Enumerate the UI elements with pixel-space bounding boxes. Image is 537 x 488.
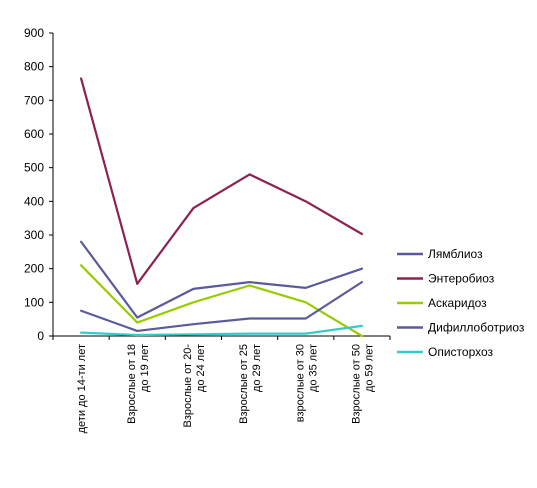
legend: Лямблиоз Энтеробиоз Аскаридоз Дифиллоботрио… bbox=[397, 247, 525, 359]
y-tick-label: 600 bbox=[24, 127, 44, 141]
x-tick-label: дети до 14-ти лет bbox=[76, 344, 88, 433]
y-tick-label: 400 bbox=[24, 194, 44, 208]
y-tick-label: 200 bbox=[24, 262, 44, 276]
x-tick-label-line: взрослые от 30 bbox=[294, 344, 306, 422]
y-tick-label: 800 bbox=[24, 60, 44, 74]
x-tick-label-line: до 29 лет bbox=[251, 344, 263, 392]
legend-label-1: Лямблиоз bbox=[428, 247, 483, 261]
series-line-4 bbox=[79, 281, 364, 333]
x-tick-label: Взрослые от 20- до 24 лет bbox=[182, 344, 207, 428]
y-tick-label: 500 bbox=[24, 161, 44, 175]
y-tick-label: 100 bbox=[24, 295, 44, 309]
series-line-2 bbox=[79, 77, 364, 285]
x-tick-label-line: Взрослые от 50 bbox=[350, 344, 362, 424]
x-tick-label-line: Взрослые от 25 bbox=[238, 344, 250, 424]
plot-area: 0 100 200 300 400 500 600 700 800 900 дети до 14-т… bbox=[24, 26, 391, 433]
x-tick-label-line: до 19 лет bbox=[139, 344, 151, 392]
x-tick-label-line: до 35 лет bbox=[307, 344, 319, 392]
y-tick-label: 300 bbox=[24, 228, 44, 242]
series-line-3 bbox=[79, 264, 364, 338]
x-tick-label-line: до 59 лет bbox=[363, 344, 375, 392]
y-tick-label: 0 bbox=[37, 329, 44, 343]
x-tick-label: Взрослые от 50 до 59 лет bbox=[350, 344, 375, 424]
legend-label-5: Описторхоз bbox=[428, 345, 494, 359]
y-tick-label: 700 bbox=[24, 93, 44, 107]
x-tick-label-line: дети до 14-ти лет bbox=[76, 344, 88, 433]
series-line-1 bbox=[79, 240, 364, 319]
legend-label-4: Дифиллоботриоз bbox=[428, 321, 525, 335]
x-tick-label: взрослые от 30 до 35 лет bbox=[294, 344, 319, 422]
x-tick-label-line: до 24 лет bbox=[195, 344, 207, 392]
x-tick-label-line: Взрослые от 20- bbox=[182, 344, 194, 428]
x-tick-label: Взрослые от 18 до 19 лет bbox=[126, 344, 151, 424]
legend-label-2: Энтеробиоз bbox=[428, 272, 495, 286]
x-tick-label: Взрослые от 25 до 29 лет bbox=[238, 344, 263, 424]
legend-label-3: Аскаридоз bbox=[428, 296, 487, 310]
y-tick-label: 900 bbox=[24, 26, 44, 40]
series-line-5 bbox=[79, 324, 364, 337]
x-tick-label-line: Взрослые от 18 bbox=[126, 344, 138, 424]
